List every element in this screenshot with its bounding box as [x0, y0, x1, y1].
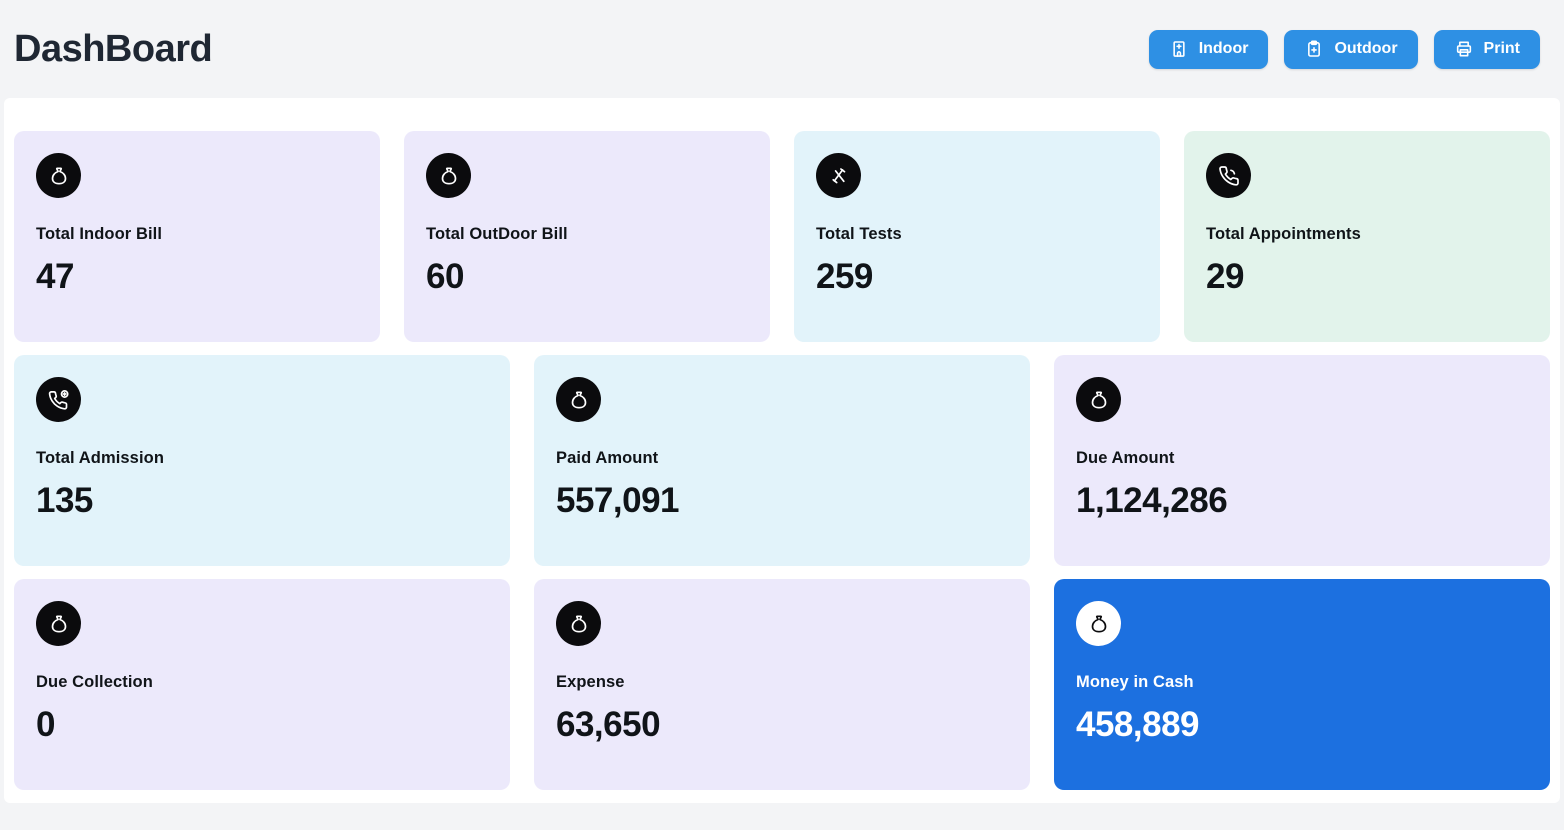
- card-label: Due Collection: [36, 673, 153, 691]
- card-label: Total Appointments: [1206, 225, 1361, 243]
- card-value: 1,124,286: [1076, 481, 1228, 520]
- card-label: Due Amount: [1076, 449, 1175, 467]
- money-bag-icon: [36, 601, 81, 646]
- card-label: Expense: [556, 673, 625, 691]
- dashboard-panel: Total Indoor Bill 47 Total OutDoor Bill …: [4, 98, 1560, 803]
- indoor-button-label: Indoor: [1198, 40, 1249, 57]
- page-title: DashBoard: [14, 27, 213, 70]
- money-bag-icon: [556, 377, 601, 422]
- phone-plus-icon: [36, 377, 81, 422]
- header: DashBoard Indoor Outdoor: [0, 0, 1564, 98]
- card-label: Total Tests: [816, 225, 902, 243]
- card-label: Paid Amount: [556, 449, 659, 467]
- print-button[interactable]: Print: [1433, 29, 1540, 69]
- money-bag-icon: [1076, 377, 1121, 422]
- card-value: 458,889: [1076, 705, 1200, 744]
- hospital-icon: [1169, 39, 1189, 59]
- stats-grid: Total Indoor Bill 47 Total OutDoor Bill …: [14, 131, 1550, 790]
- card-money-in-cash: Money in Cash 458,889: [1054, 579, 1550, 790]
- header-actions: Indoor Outdoor Print: [1148, 29, 1540, 69]
- outdoor-button[interactable]: Outdoor: [1284, 29, 1418, 69]
- card-value: 60: [426, 257, 464, 296]
- money-bag-icon: [426, 153, 471, 198]
- print-button-label: Print: [1483, 40, 1520, 57]
- card-due-collection: Due Collection 0: [14, 579, 510, 790]
- phone-call-icon: [1206, 153, 1251, 198]
- card-total-appointments: Total Appointments 29: [1184, 131, 1550, 342]
- card-value: 0: [36, 705, 55, 744]
- card-total-indoor-bill: Total Indoor Bill 47: [14, 131, 380, 342]
- card-value: 29: [1206, 257, 1244, 296]
- money-bag-icon: [556, 601, 601, 646]
- money-bag-icon: [36, 153, 81, 198]
- card-label: Total OutDoor Bill: [426, 225, 568, 243]
- card-value: 259: [816, 257, 873, 296]
- money-bag-icon: [1076, 601, 1121, 646]
- card-expense: Expense 63,650: [534, 579, 1030, 790]
- card-label: Money in Cash: [1076, 673, 1194, 691]
- card-due-amount: Due Amount 1,124,286: [1054, 355, 1550, 566]
- card-value: 135: [36, 481, 93, 520]
- card-value: 63,650: [556, 705, 661, 744]
- clipboard-plus-icon: [1304, 39, 1324, 59]
- indoor-button[interactable]: Indoor: [1148, 29, 1269, 69]
- card-total-tests: Total Tests 259: [794, 131, 1160, 342]
- card-label: Total Indoor Bill: [36, 225, 163, 243]
- card-total-outdoor-bill: Total OutDoor Bill 60: [404, 131, 770, 342]
- outdoor-button-label: Outdoor: [1334, 40, 1398, 57]
- card-total-admission: Total Admission 135: [14, 355, 510, 566]
- printer-icon: [1454, 39, 1474, 59]
- card-label: Total Admission: [36, 449, 165, 467]
- card-paid-amount: Paid Amount 557,091: [534, 355, 1030, 566]
- card-value: 557,091: [556, 481, 680, 520]
- card-value: 47: [36, 257, 74, 296]
- lab-tests-icon: [816, 153, 861, 198]
